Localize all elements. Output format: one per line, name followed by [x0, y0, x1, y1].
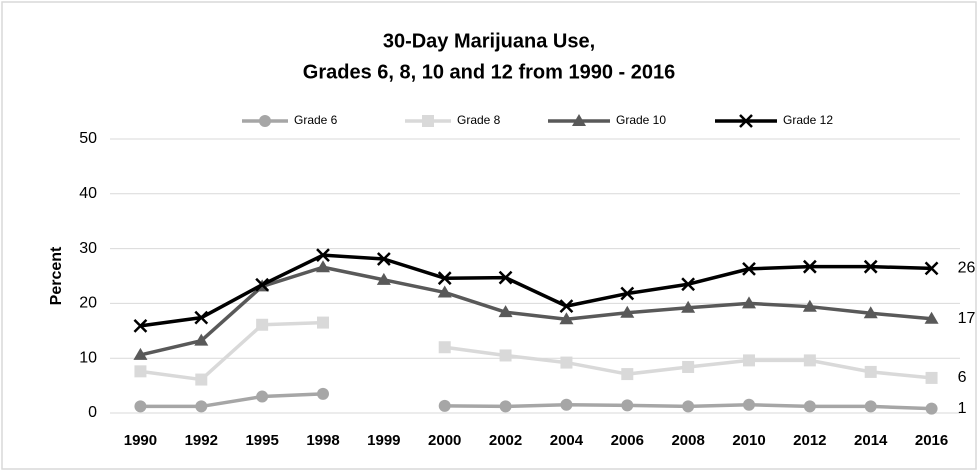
legend-label: Grade 6 [294, 113, 338, 127]
y-axis-label: Percent [48, 246, 65, 305]
data-point [134, 365, 146, 377]
y-tick-label: 20 [79, 295, 97, 312]
data-point [195, 400, 207, 412]
data-point [682, 361, 694, 373]
legend-marker [422, 115, 434, 127]
x-tick-label: 1998 [306, 432, 339, 449]
data-point [317, 388, 329, 400]
data-point [804, 354, 816, 366]
legend-marker [259, 115, 271, 127]
y-tick-label: 0 [88, 404, 97, 421]
x-tick-label: 2000 [428, 432, 461, 449]
x-tick-label: 2014 [854, 432, 888, 449]
data-point [560, 357, 572, 369]
x-tick-label: 2006 [611, 432, 644, 449]
x-tick-label: 1992 [185, 432, 218, 449]
data-point [317, 317, 329, 329]
data-point [621, 399, 633, 411]
x-tick-label: 2004 [550, 432, 584, 449]
data-point [865, 366, 877, 378]
legend-label: Grade 12 [783, 113, 833, 127]
data-label: 1 [958, 400, 967, 417]
y-tick-label: 40 [79, 185, 97, 202]
data-point [804, 400, 816, 412]
data-point [500, 400, 512, 412]
data-label: 17 [958, 310, 976, 327]
legend-label: Grade 8 [457, 113, 501, 127]
data-point [743, 399, 755, 411]
data-point [560, 399, 572, 411]
x-tick-label: 1990 [124, 432, 157, 449]
data-point [195, 374, 207, 386]
data-point [256, 319, 268, 331]
y-tick-label: 30 [79, 240, 97, 257]
x-tick-label: 2002 [489, 432, 522, 449]
data-label: 26 [958, 260, 976, 277]
data-point [743, 354, 755, 366]
data-point [439, 341, 451, 353]
data-label: 6 [958, 369, 967, 386]
data-point [865, 400, 877, 412]
data-point [682, 400, 694, 412]
x-tick-label: 1995 [245, 432, 278, 449]
data-point [500, 349, 512, 361]
data-point [926, 372, 938, 384]
chart-title: 30-Day Marijuana Use, [383, 30, 595, 52]
x-tick-label: 2012 [793, 432, 826, 449]
x-tick-label: 2016 [915, 432, 948, 449]
data-point [256, 391, 268, 403]
x-tick-label: 2010 [732, 432, 765, 449]
y-tick-label: 10 [79, 349, 97, 366]
legend-label: Grade 10 [616, 113, 666, 127]
x-tick-label: 1999 [367, 432, 400, 449]
data-point [439, 400, 451, 412]
data-point [134, 400, 146, 412]
data-point [621, 368, 633, 380]
x-tick-label: 2008 [671, 432, 704, 449]
y-tick-label: 50 [79, 130, 97, 147]
chart: 30-Day Marijuana Use, Grades 6, 8, 10 an… [0, 0, 978, 471]
chart-subtitle: Grades 6, 8, 10 and 12 from 1990 - 2016 [303, 61, 675, 83]
data-point [926, 403, 938, 415]
